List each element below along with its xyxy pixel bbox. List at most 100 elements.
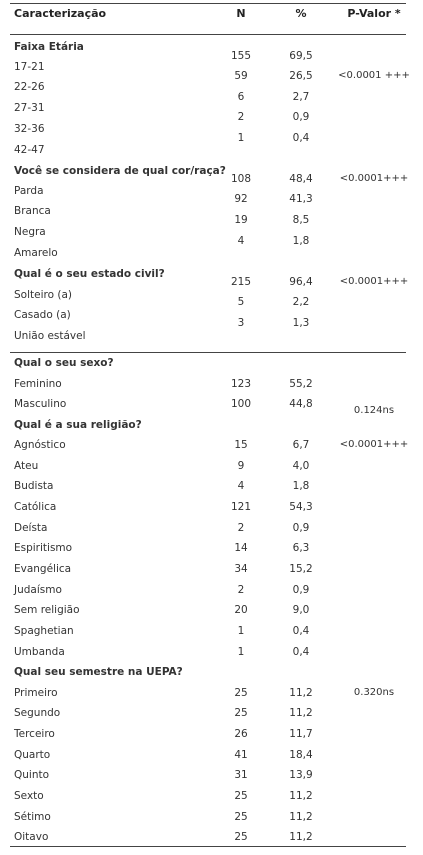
row-percent: 69,5 (289, 50, 313, 62)
section-title: Qual é o seu estado civil? (14, 268, 165, 280)
row-label: Sem religião (14, 604, 80, 616)
row-percent: 2,7 (292, 91, 310, 103)
row-percent: 11,2 (289, 707, 313, 719)
row-count: 15 (234, 439, 248, 451)
row-label: Judaísmo (14, 584, 62, 596)
row-count: 123 (230, 378, 252, 390)
row-label: Casado (a) (14, 309, 71, 321)
row-percent: 8,5 (292, 214, 310, 226)
row-percent: 18,4 (289, 749, 313, 761)
bottom-rule (10, 846, 406, 847)
row-percent: 11,2 (289, 831, 313, 843)
row-count: 25 (234, 790, 248, 802)
p-value: <0.0001+++ (339, 173, 409, 184)
row-percent: 1,8 (292, 235, 310, 247)
row-percent: 11,2 (289, 687, 313, 699)
header-n: N (236, 7, 246, 20)
row-percent: 0,4 (292, 132, 310, 144)
row-label: 17-21 (14, 61, 45, 73)
top-rule (10, 3, 406, 4)
p-value: 0.124ns (353, 405, 395, 416)
row-count: 1 (237, 625, 245, 637)
row-label: Sétimo (14, 811, 51, 823)
row-percent: 11,2 (289, 811, 313, 823)
row-label: Feminino (14, 378, 62, 390)
row-percent: 4,0 (292, 460, 310, 472)
row-count: 2 (237, 111, 245, 123)
row-label: Solteiro (a) (14, 289, 72, 301)
row-percent: 96,4 (289, 276, 313, 288)
row-label: Terceiro (14, 728, 55, 740)
row-count: 1 (237, 132, 245, 144)
row-label: Masculino (14, 398, 67, 410)
row-count: 25 (234, 811, 248, 823)
row-count: 108 (230, 173, 252, 185)
row-count: 4 (237, 480, 245, 492)
p-value: <0.0001 +++ (338, 70, 410, 81)
row-label: 22-26 (14, 81, 45, 93)
row-percent: 0,4 (292, 646, 310, 658)
row-percent: 6,3 (292, 542, 310, 554)
row-count: 3 (237, 317, 245, 329)
row-count: 121 (230, 501, 252, 513)
row-count: 59 (234, 70, 248, 82)
row-percent: 26,5 (289, 70, 313, 82)
row-label: Quarto (14, 749, 51, 761)
row-percent: 1,8 (292, 480, 310, 492)
row-count: 1 (237, 646, 245, 658)
row-percent: 11,7 (289, 728, 313, 740)
row-count: 20 (234, 604, 248, 616)
row-label: Evangélica (14, 563, 72, 575)
row-percent: 0,4 (292, 625, 310, 637)
row-label: Primeiro (14, 687, 58, 699)
row-percent: 0,9 (292, 522, 310, 534)
row-label: Oitavo (14, 831, 49, 843)
header-pct: % (295, 7, 307, 20)
row-count: 92 (234, 193, 248, 205)
row-percent: 0,9 (292, 111, 310, 123)
row-count: 2 (237, 522, 245, 534)
row-label: União estável (14, 330, 86, 342)
row-label: Ateu (14, 460, 39, 472)
row-percent: 15,2 (289, 563, 313, 575)
section-title: Você se considera de qual cor/raça? (14, 165, 226, 177)
row-percent: 48,4 (289, 173, 313, 185)
row-label: Católica (14, 501, 57, 513)
row-label: Parda (14, 185, 44, 197)
p-value: 0.320ns (353, 687, 395, 698)
row-percent: 41,3 (289, 193, 313, 205)
section-title: Qual seu semestre na UEPA? (14, 666, 183, 678)
row-count: 25 (234, 831, 248, 843)
row-label: Agnóstico (14, 439, 66, 451)
row-count: 215 (230, 276, 252, 288)
row-count: 9 (237, 460, 245, 472)
mid-rule (10, 352, 406, 353)
row-label: Branca (14, 205, 51, 217)
section-title: Qual é a sua religião? (14, 419, 142, 431)
header-pvalor: P-Valor * (347, 7, 401, 20)
row-count: 25 (234, 687, 248, 699)
row-label: 27-31 (14, 102, 45, 114)
row-label: Segundo (14, 707, 61, 719)
row-percent: 55,2 (289, 378, 313, 390)
row-percent: 0,9 (292, 584, 310, 596)
header-caracterizacao: Caracterização (14, 7, 107, 20)
row-count: 155 (230, 50, 252, 62)
row-count: 6 (237, 91, 245, 103)
row-label: Sexto (14, 790, 44, 802)
row-count: 41 (234, 749, 248, 761)
row-label: 32-36 (14, 123, 45, 135)
p-value: <0.0001+++ (339, 439, 409, 450)
row-label: Amarelo (14, 247, 58, 259)
row-label: Deísta (14, 522, 48, 534)
row-count: 25 (234, 707, 248, 719)
row-percent: 2,2 (292, 296, 310, 308)
row-percent: 11,2 (289, 790, 313, 802)
section-title: Qual o seu sexo? (14, 357, 114, 369)
row-percent: 6,7 (292, 439, 310, 451)
row-label: Budista (14, 480, 54, 492)
row-label: 42-47 (14, 144, 45, 156)
row-count: 5 (237, 296, 245, 308)
row-percent: 13,9 (289, 769, 313, 781)
header-rule (10, 34, 406, 35)
